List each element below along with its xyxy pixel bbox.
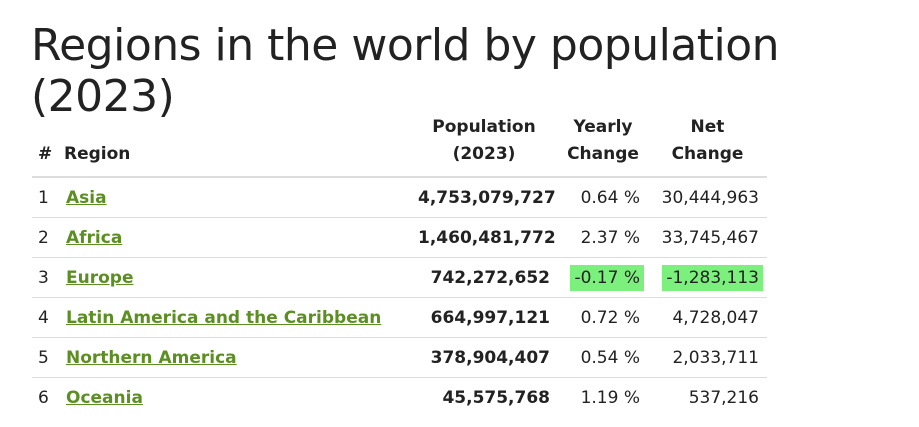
rank-cell: 1 — [32, 177, 58, 218]
cell-text: 6 — [38, 387, 49, 408]
region-link[interactable]: Africa — [66, 227, 123, 248]
region-cell: Africa — [58, 217, 410, 258]
number-cell: 45,575,768 — [410, 378, 558, 418]
cell-text: 2,033,711 — [672, 347, 759, 368]
region-cell: Latin America and the Caribbean — [58, 297, 410, 338]
cell-text: 45,575,768 — [442, 387, 550, 408]
header-line: Change — [671, 144, 744, 164]
rank-cell: 3 — [32, 257, 58, 298]
region-cell: Oceania — [58, 378, 410, 418]
cell-text: 33,745,467 — [661, 227, 759, 248]
cell-text: 664,997,121 — [430, 307, 550, 328]
cell-text: 3 — [38, 267, 49, 288]
table-row: 5 Northern America 378,904,407 0.54 % 2,033,… — [32, 337, 767, 378]
number-cell: 30,444,963 — [648, 177, 767, 218]
column-header: Region — [58, 114, 410, 178]
cell-text: 378,904,407 — [430, 347, 550, 368]
cell-text: 0.54 % — [580, 347, 640, 368]
number-cell: 1,460,481,772 — [410, 217, 558, 258]
table-row: 2 Africa 1,460,481,772 2.37 % 33,745,467 — [32, 217, 767, 258]
table-head: # Region Population (2023) Yearly Change Net Ch… — [32, 114, 767, 178]
number-cell: 4,728,047 — [648, 297, 767, 338]
number-cell: 0.72 % — [558, 297, 648, 338]
cell-text: 742,272,652 — [430, 267, 550, 288]
number-cell: 33,745,467 — [648, 217, 767, 258]
header-line: Region — [64, 144, 131, 164]
number-cell: 1.19 % — [558, 378, 648, 418]
cell-text: 4,728,047 — [672, 307, 759, 328]
number-cell: 664,997,121 — [410, 297, 558, 338]
number-cell: 0.54 % — [558, 337, 648, 378]
region-link[interactable]: Oceania — [66, 387, 143, 408]
cell-text: 537,216 — [688, 387, 759, 408]
region-link[interactable]: Latin America and the Caribbean — [66, 307, 382, 328]
rank-cell: 5 — [32, 337, 58, 378]
cell-text: 30,444,963 — [661, 187, 759, 208]
number-cell: 537,216 — [648, 378, 767, 418]
number-cell: 2,033,711 — [648, 337, 767, 378]
rank-cell: 4 — [32, 297, 58, 338]
header-line: # — [38, 144, 53, 164]
rank-cell: 2 — [32, 217, 58, 258]
header-line: (2023) — [452, 144, 516, 164]
population-table: # Region Population (2023) Yearly Change Net Ch… — [32, 114, 767, 417]
region-link[interactable]: Asia — [66, 187, 107, 208]
cell-text: 4,753,079,727 — [418, 187, 556, 208]
rank-cell: 6 — [32, 378, 58, 418]
column-header: Population (2023) — [410, 114, 558, 178]
number-cell: 0.64 % — [558, 177, 648, 218]
number-cell: 742,272,652 — [410, 257, 558, 298]
header-row: # Region Population (2023) Yearly Change Net Ch… — [32, 114, 767, 178]
table-row: 4 Latin America and the Caribbean 664,997,… — [32, 297, 767, 338]
cell-text: 0.72 % — [580, 307, 640, 328]
region-cell: Europe — [58, 257, 410, 298]
column-header: # — [32, 114, 58, 178]
table-row: 1 Asia 4,753,079,727 0.64 % 30,444,963 — [32, 177, 767, 218]
number-cell: 2.37 % — [558, 217, 648, 258]
region-link[interactable]: Northern America — [66, 347, 237, 368]
number-cell: -0.17 % — [558, 257, 648, 298]
region-cell: Asia — [58, 177, 410, 218]
table-body: 1 Asia 4,753,079,727 0.64 % 30,444,963 2 Afric… — [32, 177, 767, 417]
header-line: Change — [567, 144, 639, 164]
header-line: Net — [690, 117, 725, 137]
region-link[interactable]: Europe — [66, 267, 134, 288]
number-cell: 378,904,407 — [410, 337, 558, 378]
table-row: 3 Europe 742,272,652 -0.17 % -1,283,113 — [32, 257, 767, 298]
cell-text: 2 — [38, 227, 49, 248]
cell-text: 1 — [38, 187, 49, 208]
number-cell: 4,753,079,727 — [410, 177, 558, 218]
cell-text: 5 — [38, 347, 49, 368]
cell-text: 2.37 % — [580, 227, 640, 248]
cell-text: 1.19 % — [580, 387, 640, 408]
header-line: Population — [432, 117, 536, 137]
header-line: Yearly — [573, 117, 633, 137]
table-row: 6 Oceania 45,575,768 1.19 % 537,216 — [32, 378, 767, 418]
cell-text: -1,283,113 — [662, 264, 763, 291]
cell-text: 0.64 % — [580, 187, 640, 208]
cell-text: -0.17 % — [570, 264, 644, 291]
column-header: Yearly Change — [558, 114, 648, 178]
column-header: Net Change — [648, 114, 767, 178]
cell-text: 4 — [38, 307, 49, 328]
region-cell: Northern America — [58, 337, 410, 378]
cell-text: 1,460,481,772 — [418, 227, 556, 248]
page-title: Regions in the world by population (2023… — [31, 20, 780, 122]
number-cell: -1,283,113 — [648, 257, 767, 298]
